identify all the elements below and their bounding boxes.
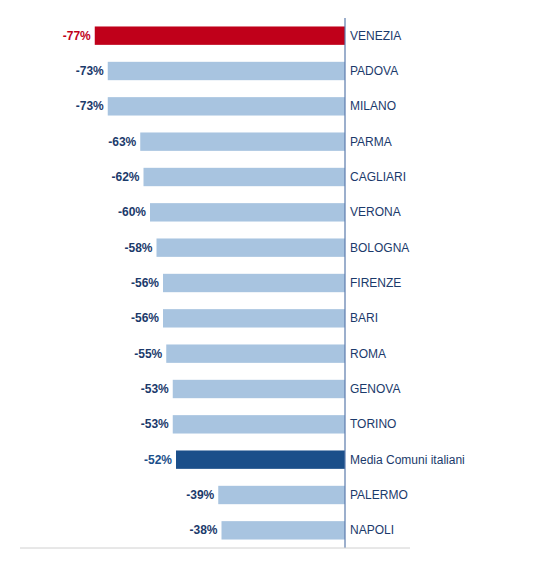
data-label: -56%: [131, 276, 159, 290]
category-label: NAPOLI: [350, 523, 394, 537]
data-label: -53%: [141, 417, 169, 431]
labels: -77% VENEZIA -73% PADOVA -73% MILANO -63% PARMA…: [63, 29, 465, 538]
category-label: TORINO: [350, 417, 396, 431]
bar: [166, 344, 345, 362]
bar: [173, 380, 345, 398]
category-label: PARMA: [350, 135, 392, 149]
category-label: PADOVA: [350, 64, 398, 78]
x-axis-line: [20, 548, 410, 549]
bar: [222, 521, 346, 539]
bar: [108, 62, 345, 80]
bar: [157, 238, 346, 256]
data-label: -77%: [63, 29, 91, 43]
category-label: BOLOGNA: [350, 241, 409, 255]
bar: [163, 274, 345, 292]
category-label: GENOVA: [350, 382, 400, 396]
category-label: FIRENZE: [350, 276, 401, 290]
bar: [173, 415, 345, 433]
bar: [140, 132, 345, 150]
data-label: -58%: [124, 241, 152, 255]
category-label: VERONA: [350, 205, 401, 219]
data-label: -73%: [76, 64, 104, 78]
bar: [218, 486, 345, 504]
bar: [163, 309, 345, 327]
chart: -77% VENEZIA -73% PADOVA -73% MILANO -63% PARMA…: [0, 0, 534, 570]
data-label: -56%: [131, 311, 159, 325]
bar: [150, 203, 345, 221]
category-label: VENEZIA: [350, 29, 401, 43]
bars: [95, 26, 345, 539]
category-label: PALERMO: [350, 488, 408, 502]
data-label: -73%: [76, 99, 104, 113]
category-label: ROMA: [350, 347, 386, 361]
category-label: CAGLIARI: [350, 170, 406, 184]
bar: [95, 26, 345, 44]
zero-line: [344, 18, 345, 548]
data-label: -52%: [144, 453, 172, 467]
bar: [176, 450, 345, 468]
data-label: -60%: [118, 205, 146, 219]
data-label: -39%: [186, 488, 214, 502]
data-label: -62%: [111, 170, 139, 184]
category-label: BARI: [350, 311, 378, 325]
data-label: -63%: [108, 135, 136, 149]
data-label: -38%: [189, 523, 217, 537]
category-label: Media Comuni italiani: [350, 453, 465, 467]
bar: [144, 168, 346, 186]
category-label: MILANO: [350, 99, 396, 113]
chart-container: -77% VENEZIA -73% PADOVA -73% MILANO -63% PARMA…: [0, 0, 534, 570]
data-label: -53%: [141, 382, 169, 396]
data-label: -55%: [134, 347, 162, 361]
bar: [108, 97, 345, 115]
